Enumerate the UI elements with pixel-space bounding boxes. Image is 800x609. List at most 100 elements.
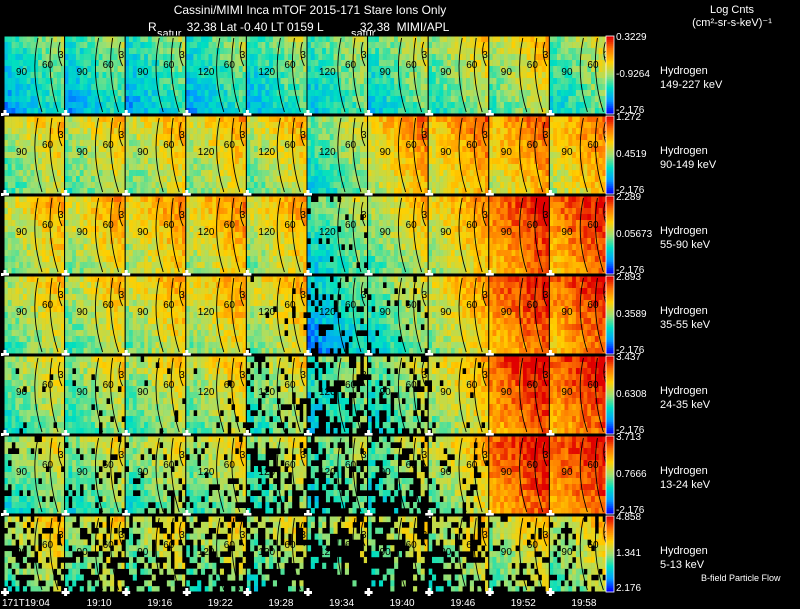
heatmap-pixel (390, 72, 395, 79)
heatmap-pixel (22, 214, 28, 221)
heatmap-pixel (424, 102, 429, 109)
heatmap-pixel (64, 36, 69, 43)
heatmap-pixel (140, 202, 145, 209)
heatmap-pixel (26, 96, 31, 103)
contour-line (94, 117, 104, 193)
heatmap-pixel (155, 90, 160, 97)
heatmap-pixel (382, 78, 387, 85)
heatmap-pixel (322, 78, 327, 85)
heatmap-pixel (295, 152, 300, 159)
heatmap-pixel (503, 116, 509, 123)
heatmap-pixel (534, 122, 539, 129)
heatmap-pixel (269, 164, 274, 171)
heatmap-pixel (7, 170, 12, 177)
heatmap-pixel (106, 220, 111, 227)
heatmap-pixel (94, 128, 99, 135)
heatmap-pixel (22, 116, 28, 123)
heatmap-pixel (15, 128, 20, 135)
heatmap-pixel (253, 128, 259, 135)
heatmap-pixel (579, 72, 584, 79)
heatmap-pixel (83, 78, 88, 85)
heatmap-pixel (435, 152, 440, 159)
heatmap-pixel (409, 84, 414, 91)
heatmap-pixel (572, 182, 577, 189)
heatmap-pixel (106, 188, 111, 195)
heatmap-pixel (227, 146, 232, 153)
heatmap-pixel (462, 176, 467, 183)
saturn-marker (3, 110, 7, 118)
heatmap-pixel (443, 96, 448, 103)
heatmap-pixel (64, 152, 69, 159)
heatmap-pixel (242, 116, 247, 123)
heatmap-pixel (545, 90, 550, 97)
heatmap-pixel (121, 134, 126, 141)
heatmap-pixel (299, 188, 304, 195)
heatmap-pixel (106, 202, 111, 209)
heatmap-pixel (19, 208, 24, 215)
heatmap-pixel (318, 60, 323, 67)
heatmap-pixel (310, 140, 315, 147)
heatmap-pixel (602, 140, 607, 147)
heatmap-pixel (261, 134, 266, 141)
heatmap-pixel (439, 170, 444, 177)
heatmap-pixel (431, 158, 437, 165)
heatmap-pixel (19, 134, 24, 141)
heatmap-pixel (390, 54, 395, 61)
heatmap-pixel (431, 48, 437, 55)
heatmap-pixel (238, 116, 243, 123)
heatmap-pixel (439, 90, 444, 97)
heatmap-pixel (447, 66, 452, 73)
heatmap-pixel (390, 108, 395, 115)
heatmap-pixel (519, 152, 524, 159)
heatmap-pixel (182, 158, 187, 165)
heatmap-pixel (325, 54, 331, 61)
heatmap-pixel (182, 66, 187, 73)
heatmap-pixel (443, 108, 448, 115)
heatmap-pixel (200, 128, 206, 135)
heatmap-pixel (284, 182, 289, 189)
heatmap-pixel (75, 116, 81, 123)
heatmap-pixel (466, 122, 471, 129)
heatmap-pixel (560, 146, 565, 153)
heatmap-pixel (318, 134, 323, 141)
heatmap-pixel (526, 84, 531, 91)
heatmap-pixel (197, 176, 202, 183)
heatmap-pixel (428, 66, 433, 73)
heatmap-pixel (178, 170, 183, 177)
heatmap-pixel (261, 84, 266, 91)
heatmap-pixel (15, 36, 20, 43)
heatmap-pixel (178, 146, 183, 153)
heatmap-pixel (11, 182, 16, 189)
heatmap-pixel (151, 134, 156, 141)
heatmap-pixel (594, 146, 599, 153)
heatmap-pixel (235, 176, 240, 183)
heatmap-pixel (253, 158, 259, 165)
heatmap-pixel (197, 122, 202, 129)
heatmap-pixel (545, 152, 550, 159)
heatmap-pixel (318, 116, 323, 123)
heatmap-pixel (94, 152, 99, 159)
heatmap-pixel (337, 170, 342, 177)
heatmap-pixel (250, 146, 255, 153)
heatmap-pixel (439, 48, 444, 55)
heatmap-pixel (91, 214, 96, 221)
heatmap-pixel (4, 48, 9, 55)
heatmap-pixel (333, 108, 338, 115)
heatmap-pixel (204, 128, 209, 135)
heatmap-pixel (416, 84, 421, 91)
heatmap-pixel (485, 176, 490, 183)
heatmap-pixel (185, 66, 190, 73)
heatmap-pixel (208, 78, 213, 85)
heatmap-pixel (170, 48, 175, 55)
heatmap-pixel (110, 96, 115, 103)
saturn-marker (185, 110, 189, 118)
heatmap-pixel (492, 54, 497, 61)
heatmap-pixel (257, 140, 262, 147)
heatmap-pixel (185, 102, 190, 109)
heatmap-pixel (38, 140, 43, 147)
heatmap-pixel (189, 128, 194, 135)
heatmap-pixel (117, 232, 122, 239)
heatmap-pixel (128, 196, 134, 203)
heatmap-pixel (30, 182, 35, 189)
heatmap-pixel (7, 152, 12, 159)
